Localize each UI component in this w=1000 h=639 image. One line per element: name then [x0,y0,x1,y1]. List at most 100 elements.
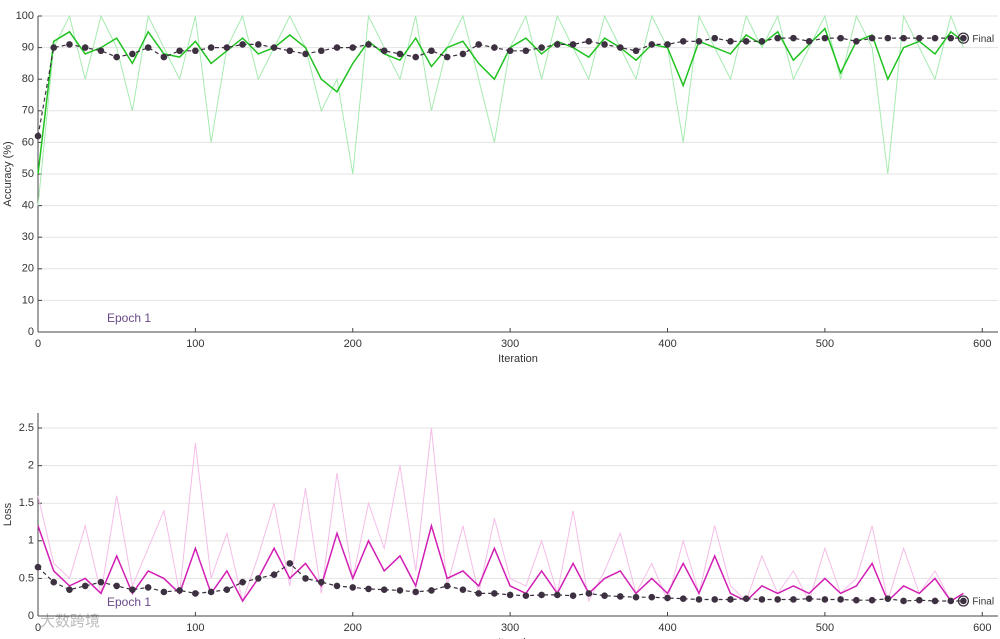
y-axis-label: Accuracy (%) [2,141,14,206]
validation-point [129,586,136,593]
validation-point [380,47,388,55]
validation-point [160,588,168,596]
validation-point [333,582,341,590]
validation-point [144,44,152,51]
validation-point [522,47,530,55]
validation-point [349,44,357,51]
x-tick-label: 100 [186,338,204,350]
validation-point [270,571,278,578]
validation-point [868,34,876,42]
validation-point [664,594,671,602]
validation-point [648,593,656,601]
y-tick-label: 1.5 [19,497,34,509]
validation-point [695,37,703,45]
x-tick-label: 200 [344,622,362,634]
epoch-annotation: Epoch 1 [107,595,151,609]
validation-point [727,596,734,603]
validation-point [774,34,781,42]
x-tick-label: 0 [35,338,41,350]
y-tick-label: 30 [22,231,34,243]
validation-point [916,34,923,42]
x-tick-label: 400 [658,622,676,634]
validation-point [569,592,577,599]
validation-point [947,34,955,42]
validation-point [900,34,907,42]
validation-point [664,41,671,48]
validation-point [270,44,278,51]
validation-point [428,47,435,55]
series-line [37,427,964,603]
series-line [37,523,964,603]
validation-point [113,53,120,61]
validation-point [34,132,42,140]
y-tick-label: 0.5 [19,572,34,584]
validation-point [66,41,73,48]
final-marker [957,32,970,44]
x-tick-label: 600 [973,338,991,350]
series-line [37,562,964,602]
validation-point [868,596,876,604]
validation-point [459,50,467,58]
validation-point [81,44,89,51]
y-tick-label: 50 [22,168,34,180]
validation-point [632,47,640,55]
validation-point [113,582,120,590]
validation-point [931,34,939,42]
y-tick-label: 20 [22,263,34,275]
validation-point [443,582,451,590]
y-tick-label: 100 [16,10,34,22]
validation-point [601,592,608,599]
validation-point [286,47,294,55]
validation-point [317,47,325,55]
validation-point [632,593,640,601]
validation-point [884,34,892,42]
validation-point [805,595,813,603]
validation-point [176,587,183,594]
validation-point [396,50,404,58]
y-tick-label: 80 [22,73,34,85]
validation-point [491,590,498,597]
validation-point [616,593,624,600]
validation-point [428,587,435,594]
validation-point [916,596,923,604]
validation-point [50,44,58,51]
y-tick-label: 40 [22,200,34,212]
y-tick-label: 60 [22,136,34,148]
watermark: 大数跨境 [40,612,100,630]
validation-point [443,53,451,61]
x-tick-label: 100 [186,622,204,634]
validation-point [317,578,325,586]
validation-point [931,597,939,605]
validation-point [81,582,89,590]
validation-point [742,595,750,603]
validation-point [506,47,514,55]
validation-point [569,41,577,48]
validation-point [837,34,844,42]
x-tick-label: 500 [816,622,834,634]
validation-point [853,596,860,604]
validation-point [491,44,498,51]
validation-point [711,34,719,42]
validation-point [459,586,467,593]
x-tick-label: 400 [658,338,676,350]
y-tick-label: 1 [28,535,34,547]
validation-point [538,591,545,599]
validation-point [192,590,199,597]
x-tick-label: 0 [35,622,41,634]
final-marker [957,595,970,607]
validation-point [144,584,152,591]
y-axis-label: Loss [2,502,14,526]
final-label: Final [972,597,994,608]
validation-point [380,586,388,593]
validation-point [679,37,687,45]
validation-point [349,584,357,591]
validation-point [821,34,829,42]
validation-point [522,592,530,599]
validation-point [475,590,482,597]
validation-point [554,41,561,48]
validation-point [192,47,199,55]
validation-point [790,34,797,42]
y-tick-label: 2 [28,460,34,472]
validation-point [475,41,482,48]
validation-point [616,44,624,51]
